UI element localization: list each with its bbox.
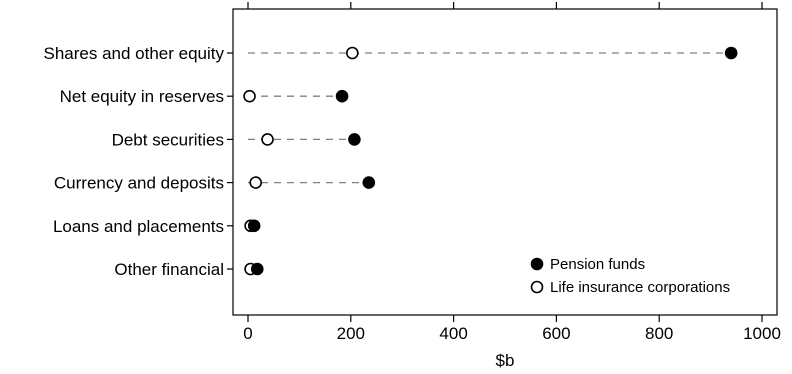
tick-label-1000: 1000 (743, 324, 781, 343)
plot-frame (232, 8, 778, 316)
marker-pension-funds-shares-and-other-equity (724, 46, 738, 60)
tick-label-0: 0 (243, 324, 252, 343)
marker-pension-funds-loans-and-placements (247, 219, 261, 233)
tick-label-400: 400 (439, 324, 467, 343)
legend: Pension funds Life insurance corporation… (530, 256, 730, 296)
category-label-loans-and-placements: Loans and placements (53, 217, 224, 236)
tick-label-800: 800 (645, 324, 673, 343)
x-axis-ticks: 0 200 400 600 800 1000 (227, 2, 781, 343)
connector-lines (248, 52, 732, 270)
category-label-other-financial: Other financial (114, 260, 224, 279)
legend-label-pension-funds: Pension funds (550, 256, 645, 273)
legend-label-life-insurance: Life insurance corporations (550, 279, 730, 296)
marker-pension-funds-other-financial (250, 262, 264, 276)
marker-pension-funds-debt-securities (348, 133, 361, 146)
category-labels: Shares and other equity Net equity in res… (43, 44, 224, 279)
legend-marker-life-insurance (530, 280, 544, 294)
marker-life-insurance-corporations-shares-and-other-equity (346, 46, 359, 60)
category-label-shares-and-other-equity: Shares and other equity (43, 44, 224, 63)
x-axis-label: $b (496, 351, 515, 370)
tick-label-600: 600 (542, 324, 570, 343)
category-label-currency-and-deposits: Currency and deposits (54, 174, 224, 193)
data-markers (243, 46, 738, 276)
marker-life-insurance-corporations-debt-securities (261, 133, 274, 146)
category-label-debt-securities: Debt securities (112, 130, 224, 149)
marker-life-insurance-corporations-currency-and-deposits (249, 176, 263, 189)
marker-pension-funds-net-equity-in-reserves (335, 89, 349, 103)
marker-life-insurance-corporations-net-equity-in-reserves (243, 89, 256, 103)
legend-marker-pension-funds (530, 257, 544, 271)
tick-label-200: 200 (337, 324, 365, 343)
category-label-net-equity-in-reserves: Net equity in reserves (60, 87, 224, 106)
marker-pension-funds-currency-and-deposits (362, 176, 376, 189)
